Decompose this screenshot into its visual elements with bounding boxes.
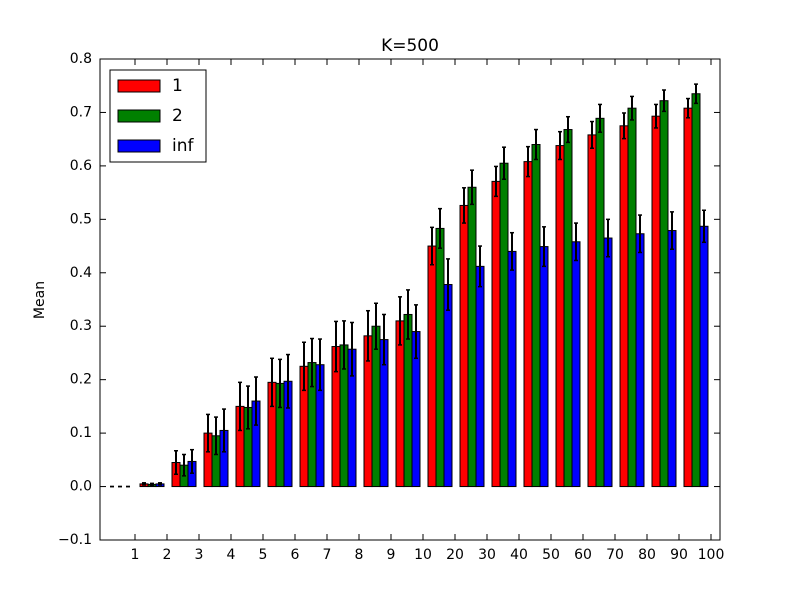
y-tick-label: 0.7 bbox=[70, 104, 92, 120]
legend-swatch bbox=[117, 109, 161, 123]
bar bbox=[395, 320, 405, 488]
x-tick-label: 30 bbox=[478, 547, 496, 563]
x-tick-label: 6 bbox=[291, 547, 300, 563]
bar bbox=[555, 145, 565, 488]
bar bbox=[491, 180, 501, 488]
legend-label: 2 bbox=[172, 106, 183, 126]
legend-label: 1 bbox=[172, 76, 183, 96]
chart-title: K=500 bbox=[381, 36, 439, 56]
x-tick-label: 40 bbox=[510, 547, 528, 563]
legend-swatch bbox=[117, 139, 161, 153]
bar bbox=[427, 245, 437, 488]
bar bbox=[531, 144, 541, 488]
x-tick-label: 10 bbox=[414, 547, 432, 563]
bar bbox=[371, 325, 381, 488]
bar bbox=[435, 227, 445, 488]
x-tick-label: 50 bbox=[542, 547, 560, 563]
bar bbox=[443, 284, 453, 488]
y-tick-label: 0.6 bbox=[70, 158, 92, 174]
bar bbox=[683, 107, 693, 488]
bar bbox=[523, 161, 533, 488]
x-tick-label: 8 bbox=[355, 547, 364, 563]
bar bbox=[571, 241, 581, 488]
bar bbox=[475, 265, 485, 488]
bar bbox=[499, 162, 509, 488]
y-tick-label: 0.3 bbox=[70, 318, 92, 334]
bar bbox=[659, 100, 669, 488]
bar bbox=[603, 237, 613, 488]
bar bbox=[587, 134, 597, 488]
x-tick-label: 4 bbox=[227, 547, 236, 563]
y-tick-label: 0.2 bbox=[70, 372, 92, 388]
x-tick-label: 3 bbox=[195, 547, 204, 563]
bar bbox=[699, 225, 709, 488]
x-tick-label: 1 bbox=[131, 547, 140, 563]
bar bbox=[691, 93, 701, 488]
bar bbox=[563, 129, 573, 488]
bar bbox=[651, 115, 661, 488]
bar bbox=[507, 250, 517, 488]
y-axis-label: Mean bbox=[32, 281, 48, 319]
y-tick-label: −0.1 bbox=[58, 532, 92, 548]
x-tick-label: 5 bbox=[259, 547, 268, 563]
y-tick-label: 0.8 bbox=[70, 51, 92, 67]
x-tick-label: 100 bbox=[698, 547, 725, 563]
x-tick-label: 7 bbox=[323, 547, 332, 563]
bar bbox=[619, 125, 629, 488]
y-tick-label: 0.1 bbox=[70, 425, 92, 441]
bar bbox=[667, 230, 677, 488]
bar bbox=[627, 107, 637, 488]
x-tick-label: 2 bbox=[163, 547, 172, 563]
bar bbox=[635, 233, 645, 488]
y-tick-label: 0.0 bbox=[70, 479, 92, 495]
x-tick-label: 20 bbox=[446, 547, 464, 563]
plot-frame bbox=[99, 58, 721, 541]
x-tick-label: 70 bbox=[606, 547, 624, 563]
legend-label: inf bbox=[172, 136, 194, 156]
x-tick-label: 60 bbox=[574, 547, 592, 563]
legend-swatch bbox=[117, 79, 161, 93]
x-tick-label: 80 bbox=[638, 547, 656, 563]
y-tick-label: 0.4 bbox=[70, 265, 92, 281]
bar bbox=[467, 186, 477, 488]
bar bbox=[595, 117, 605, 488]
x-tick-label: 9 bbox=[387, 547, 396, 563]
y-tick-label: 0.5 bbox=[70, 211, 92, 227]
bar bbox=[403, 313, 413, 488]
bar bbox=[539, 246, 549, 488]
x-tick-label: 90 bbox=[670, 547, 688, 563]
bar bbox=[459, 204, 469, 488]
